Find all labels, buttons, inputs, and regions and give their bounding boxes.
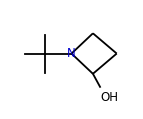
Text: OH: OH <box>100 91 118 104</box>
Text: N: N <box>67 47 76 60</box>
